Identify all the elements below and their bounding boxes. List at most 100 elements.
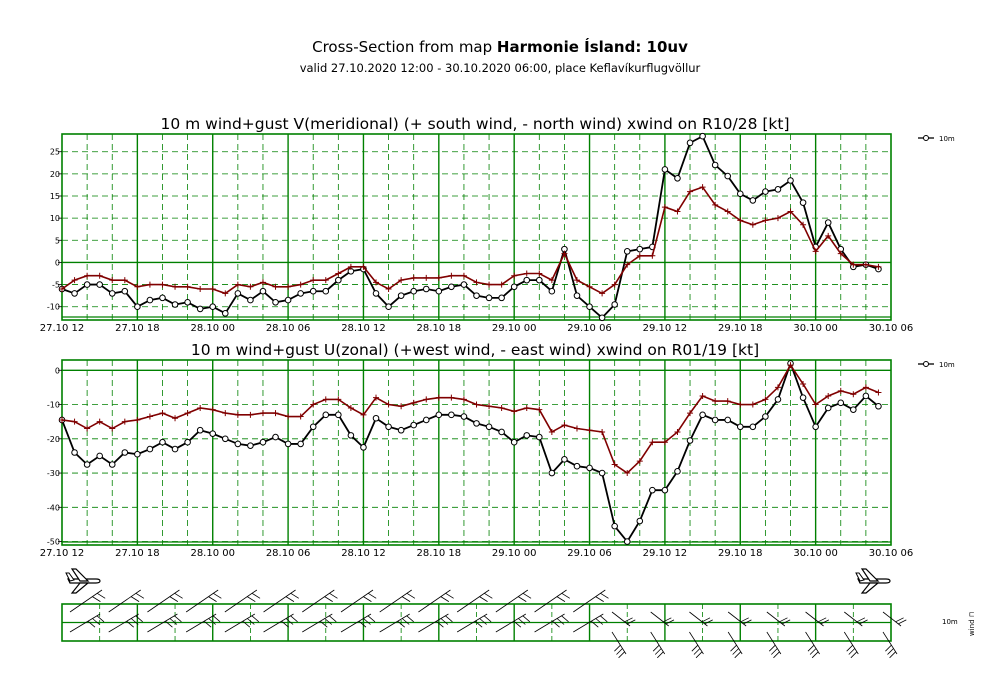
data-point-10m — [209, 303, 217, 311]
x-tick-label: 30.10 06 — [869, 323, 914, 334]
data-point-gust — [460, 396, 467, 403]
data-point-gust — [322, 396, 329, 403]
data-point-gust — [197, 404, 204, 411]
wind-barb-feather — [732, 648, 739, 655]
x-tick-label: 29.10 00 — [492, 323, 537, 334]
data-point-10m — [221, 435, 229, 443]
data-point-10m — [435, 411, 443, 419]
data-point-gust — [347, 263, 354, 270]
data-point-gust — [222, 410, 229, 417]
wind-barb — [727, 631, 743, 655]
data-point-gust — [71, 418, 78, 425]
wind-barb-feather — [96, 615, 105, 623]
data-point-gust — [624, 470, 631, 477]
data-point-gust — [297, 281, 304, 288]
data-point-10m — [385, 303, 392, 311]
y-tick-label: -10 — [47, 303, 60, 312]
data-point-10m — [385, 423, 392, 431]
data-point-10m — [875, 402, 882, 410]
y-tick-label: -30 — [47, 469, 60, 478]
wind-barb — [766, 611, 786, 627]
data-point-gust — [473, 401, 480, 408]
wind-barb — [418, 589, 451, 613]
wind-barb-feather — [779, 617, 788, 623]
legend-marker — [923, 135, 929, 141]
wind-barb — [843, 631, 859, 655]
wind-barb-feather — [856, 617, 866, 623]
wind-barb — [302, 613, 333, 633]
data-point-10m — [485, 294, 493, 302]
wind-barb-feather — [445, 592, 454, 599]
data-point-10m — [510, 283, 518, 291]
legend-marker — [923, 361, 929, 367]
wind-barb-feather — [281, 620, 289, 628]
data-point-gust — [586, 283, 593, 290]
wind-barb — [650, 631, 666, 655]
airplane-icon — [855, 568, 891, 594]
wind-barb — [340, 589, 374, 613]
wind-barb-feather — [518, 618, 526, 625]
data-point-gust — [812, 248, 819, 255]
data-point-10m — [297, 290, 304, 297]
wind-barb-feather — [693, 648, 701, 655]
data-point-gust — [410, 399, 417, 406]
data-point-gust — [486, 281, 493, 288]
data-point-gust — [825, 232, 832, 239]
data-point-10m — [410, 287, 417, 295]
y-tick-label: -10 — [47, 401, 60, 410]
wind-barb-feather — [135, 615, 143, 623]
panel-2: 10 m wind+gust U(zonal) (+west wind, - e… — [40, 341, 955, 559]
series-line-10m — [61, 134, 879, 320]
data-point-10m — [661, 486, 669, 494]
data-point-10m — [711, 161, 719, 169]
x-tick-label: 28.10 12 — [341, 323, 386, 334]
wind-barb-feather — [92, 596, 101, 602]
wind-barb-feather — [624, 617, 633, 623]
data-point-10m — [686, 139, 694, 147]
wind-barb — [495, 613, 527, 633]
wind-barb-feather — [743, 619, 752, 625]
wind-barb-feather — [734, 651, 742, 659]
wind-barb — [418, 613, 449, 633]
wind-barb-feather — [652, 644, 660, 652]
data-point-10m — [234, 290, 242, 297]
x-tick-label: 29.10 12 — [643, 323, 688, 334]
wind-barb — [185, 613, 217, 633]
data-point-10m — [347, 432, 355, 439]
data-point-gust — [787, 362, 794, 369]
data-point-10m — [573, 462, 581, 470]
data-point-10m — [247, 296, 254, 304]
y-tick-label: 10 — [50, 214, 60, 223]
data-point-gust — [259, 279, 266, 286]
wind-barb-feather — [730, 644, 737, 652]
wind-barb — [534, 589, 567, 613]
data-point-10m — [234, 440, 242, 448]
wind-barb-feather — [600, 592, 609, 599]
data-point-10m — [272, 298, 279, 306]
wind-barb-feather — [740, 617, 749, 623]
wind-barb-feather — [773, 651, 780, 659]
wind-barb-feather — [208, 596, 217, 602]
data-point-10m — [397, 426, 405, 434]
wind-barb-feather — [807, 644, 815, 652]
wind-barb-feather — [556, 596, 566, 602]
data-point-gust — [209, 406, 216, 413]
data-point-gust — [561, 250, 568, 257]
data-point-10m — [598, 469, 606, 477]
wind-barb-feather — [768, 644, 776, 652]
x-tick-label: 27.10 18 — [115, 323, 160, 334]
y-tick-label: 0 — [55, 258, 60, 267]
data-point-gust — [310, 401, 317, 408]
wind-barb — [456, 613, 488, 633]
wind-barb-feather — [518, 596, 527, 602]
data-point-10m — [586, 464, 593, 472]
wind-barb — [224, 589, 258, 613]
data-point-10m — [536, 276, 543, 284]
wind-barb-feather — [324, 596, 333, 602]
barb-row-label-10m: 10m — [942, 618, 958, 626]
data-point-gust — [712, 201, 719, 208]
data-point-10m — [787, 177, 794, 184]
wind-barb-feather — [130, 618, 139, 625]
data-point-gust — [285, 283, 292, 290]
data-point-10m — [322, 411, 330, 419]
